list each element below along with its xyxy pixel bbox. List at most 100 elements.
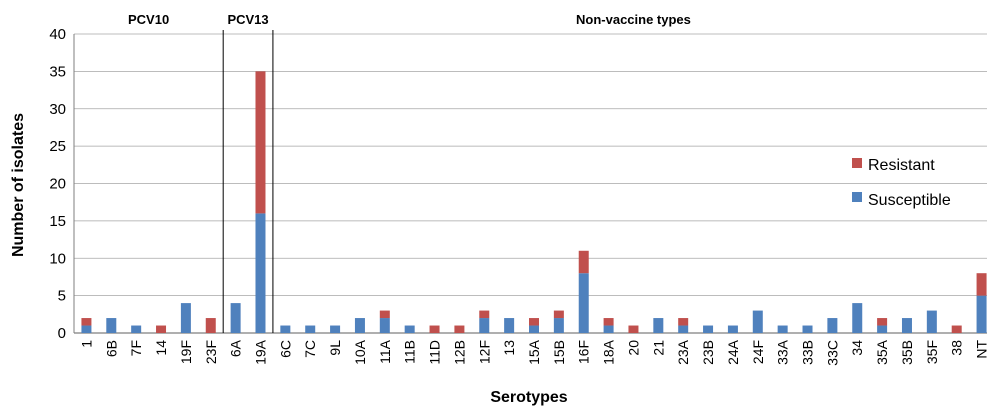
bar-resistant-14 bbox=[156, 325, 167, 333]
bar-susceptible-12F bbox=[479, 318, 490, 333]
legend-swatch-resistant bbox=[852, 158, 862, 168]
bar-resistant-11A bbox=[379, 310, 390, 319]
x-tick-label: 11B bbox=[402, 340, 418, 364]
x-tick-label: 9L bbox=[327, 340, 343, 356]
y-tick-label: 5 bbox=[58, 288, 66, 305]
bar-susceptible-6C bbox=[280, 325, 291, 333]
y-tick-label: 25 bbox=[49, 138, 66, 155]
bar-susceptible-15A bbox=[529, 325, 539, 333]
bar-susceptible-19F bbox=[180, 303, 191, 333]
bar-resistant-19A bbox=[255, 71, 266, 214]
bar-susceptible-6A bbox=[230, 303, 241, 333]
bar-susceptible-19A bbox=[255, 213, 266, 333]
bar-resistant-12F bbox=[479, 310, 490, 319]
bar-resistant-15A bbox=[529, 318, 539, 326]
gridlines bbox=[73, 33, 987, 334]
x-tick-label: 33B bbox=[800, 340, 816, 365]
group-label: PCV10 bbox=[128, 12, 169, 27]
group-label: Non-vaccine types bbox=[576, 12, 691, 27]
x-tick-label: 24A bbox=[725, 339, 741, 365]
x-tick-label: 10A bbox=[352, 339, 368, 365]
x-tick-label: NT bbox=[974, 340, 987, 359]
bar-susceptible-35A bbox=[877, 325, 888, 333]
x-tick-label: 6A bbox=[228, 339, 244, 357]
group-label: PCV13 bbox=[227, 12, 268, 27]
y-tick-label: 15 bbox=[49, 213, 66, 230]
x-tick-label: 34 bbox=[849, 340, 865, 356]
bar-resistant-23F bbox=[205, 318, 216, 333]
y-axis-ticks: 0 5 10 15 20 25 30 35 40 bbox=[49, 26, 66, 342]
bar-resistant-16F bbox=[578, 250, 589, 274]
bar-susceptible-6B bbox=[106, 318, 117, 333]
y-axis-title: Number of isolates bbox=[10, 113, 27, 257]
group-labels: PCV10 PCV13 Non-vaccine types bbox=[128, 12, 691, 27]
x-tick-label: 24F bbox=[750, 340, 766, 364]
x-axis-ticks: 1 6B 7F 14 19F 23F 6A 19A 6C 7C 9L 10A 11A 11B 11D 12B 1… bbox=[78, 339, 987, 365]
legend: Resistant Susceptible bbox=[852, 157, 951, 209]
x-tick-label: 1 bbox=[78, 340, 94, 348]
x-tick-label: 15A bbox=[526, 339, 542, 365]
x-tick-label: 33A bbox=[775, 339, 791, 365]
x-tick-label: 12B bbox=[451, 340, 467, 365]
bar-susceptible-16F bbox=[578, 273, 589, 333]
y-tick-label: 30 bbox=[49, 101, 66, 118]
bar-susceptible-24F bbox=[752, 310, 763, 333]
x-tick-label: 23F bbox=[203, 340, 219, 364]
x-tick-label: 6C bbox=[277, 340, 293, 358]
bar-susceptible-10A bbox=[354, 318, 365, 333]
x-tick-label: 35F bbox=[924, 340, 940, 364]
bar-susceptible-23A bbox=[678, 325, 689, 333]
x-tick-label: 21 bbox=[650, 340, 666, 356]
y-tick-label: 10 bbox=[49, 250, 66, 267]
bar-resistant-12B bbox=[454, 325, 465, 333]
bar-susceptible-13 bbox=[504, 318, 515, 333]
bar-susceptible-21 bbox=[653, 318, 664, 333]
legend-label-resistant: Resistant bbox=[868, 157, 935, 174]
bar-susceptible-7F bbox=[131, 325, 142, 333]
x-tick-label: 20 bbox=[625, 340, 641, 356]
bar-susceptible-7C bbox=[305, 325, 316, 333]
bar-resistant-35A bbox=[877, 318, 888, 326]
x-tick-label: 38 bbox=[949, 340, 965, 356]
bar-susceptible-9L bbox=[330, 325, 341, 333]
legend-swatch-susceptible bbox=[852, 192, 862, 202]
bar-susceptible-33C bbox=[827, 318, 838, 333]
group-separators bbox=[222, 30, 274, 333]
x-tick-label: 23B bbox=[700, 340, 716, 365]
bar-resistant-NT bbox=[976, 273, 987, 296]
x-tick-label: 6B bbox=[103, 340, 119, 357]
x-tick-label: 11D bbox=[427, 340, 443, 365]
x-tick-label: 14 bbox=[153, 340, 169, 356]
bar-susceptible-NT bbox=[976, 295, 987, 333]
x-tick-label: 18A bbox=[601, 339, 617, 365]
bar-resistant-18A bbox=[603, 318, 614, 326]
x-tick-label: 23A bbox=[675, 339, 691, 365]
x-tick-label: 12F bbox=[476, 340, 492, 364]
bar-resistant-15B bbox=[553, 310, 564, 319]
x-tick-label: 16F bbox=[576, 340, 592, 364]
x-tick-label: 33C bbox=[824, 340, 840, 366]
bar-susceptible-15B bbox=[553, 318, 564, 333]
x-tick-label: 35A bbox=[874, 339, 890, 365]
bar-resistant-1 bbox=[81, 318, 92, 326]
y-tick-label: 35 bbox=[49, 63, 66, 80]
y-tick-label: 40 bbox=[49, 26, 66, 43]
bar-susceptible-11B bbox=[404, 325, 415, 333]
bar-susceptible-35F bbox=[926, 310, 937, 333]
x-tick-label: 19F bbox=[178, 340, 194, 364]
x-tick-label: 35B bbox=[899, 340, 915, 365]
bars bbox=[81, 71, 987, 333]
bar-susceptible-23B bbox=[703, 325, 714, 333]
y-tick-label: 20 bbox=[49, 176, 66, 193]
bar-susceptible-35B bbox=[901, 318, 912, 333]
bar-resistant-23A bbox=[678, 318, 689, 326]
bar-susceptible-11A bbox=[379, 318, 390, 333]
y-tick-label: 0 bbox=[58, 325, 66, 342]
bar-susceptible-33A bbox=[777, 325, 788, 333]
bar-susceptible-33B bbox=[802, 325, 813, 333]
bar-resistant-38 bbox=[951, 325, 962, 333]
x-tick-label: 15B bbox=[551, 340, 567, 365]
bar-resistant-20 bbox=[628, 325, 639, 333]
x-tick-label: 7C bbox=[302, 340, 318, 358]
